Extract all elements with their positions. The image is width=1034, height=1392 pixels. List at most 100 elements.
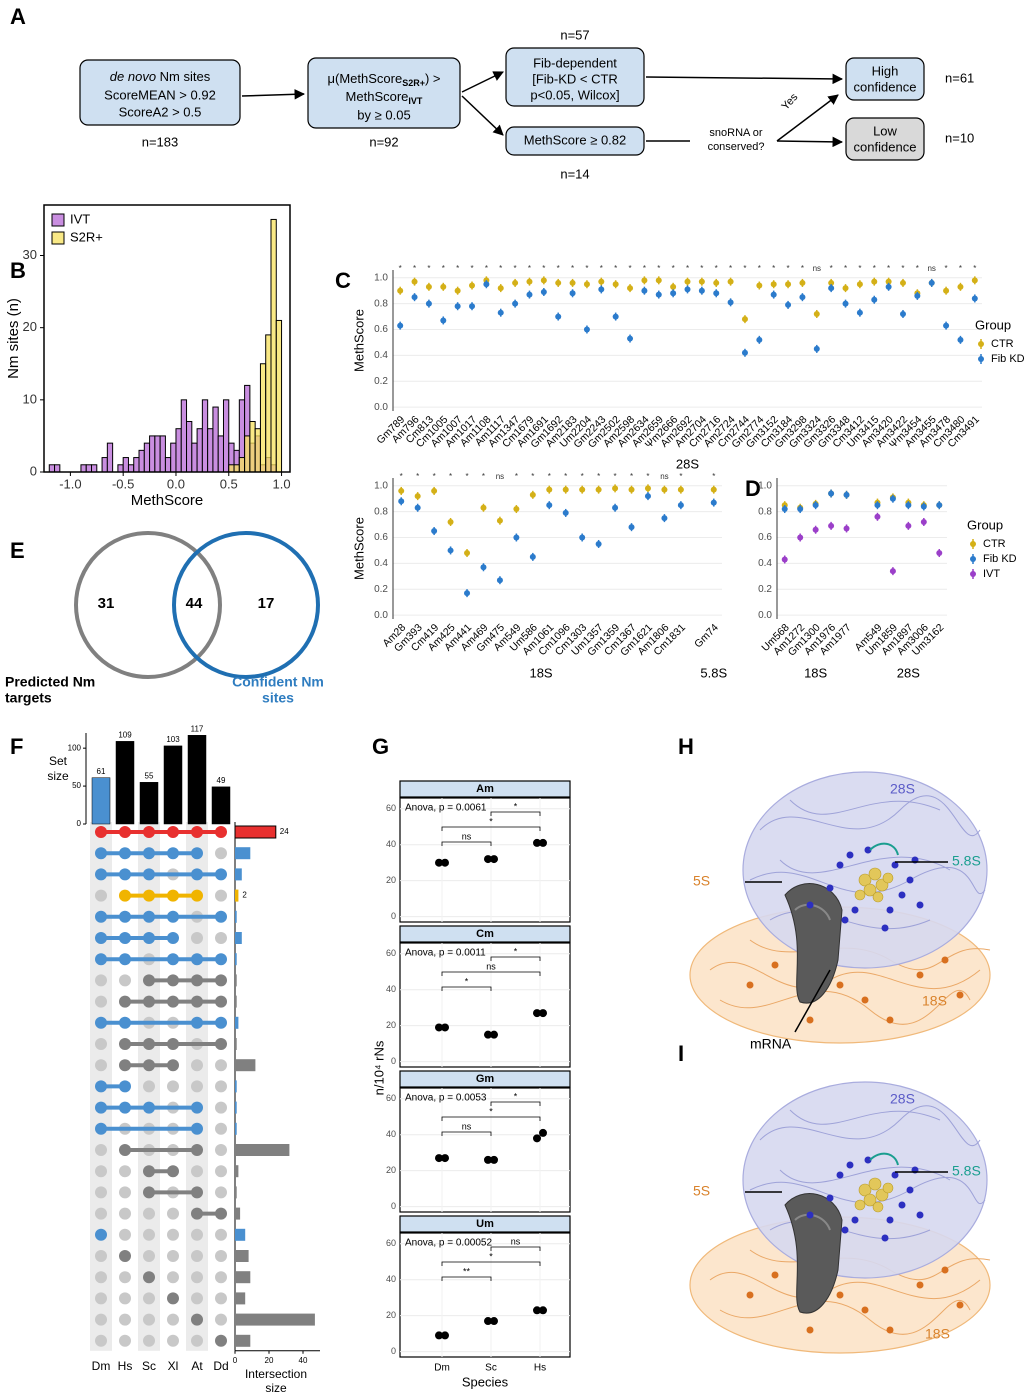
bar-label: 2 — [242, 891, 247, 900]
intersection-bar — [235, 1250, 249, 1262]
dot — [770, 281, 777, 288]
member-dot — [95, 868, 107, 881]
dot — [546, 486, 553, 493]
panel-label: E — [10, 538, 25, 563]
empty-dot — [215, 1186, 227, 1199]
dot — [871, 278, 878, 285]
histogram-bar — [175, 428, 182, 473]
set-name: Sc — [142, 1359, 156, 1373]
dot — [398, 487, 405, 494]
box — [845, 117, 925, 161]
significance: * — [672, 264, 675, 273]
set-name: Dm — [92, 1359, 111, 1373]
dot — [447, 518, 454, 525]
structure-label: 5S — [693, 1183, 710, 1199]
y-tick-label: 60 — [386, 803, 396, 813]
intersection-bar — [235, 847, 251, 860]
histogram-bar — [254, 428, 261, 473]
decision-text: snoRNA or — [709, 127, 763, 139]
member-dot — [215, 1207, 227, 1220]
empty-dot — [215, 932, 227, 944]
member-dot — [119, 1038, 131, 1050]
dot — [569, 290, 576, 297]
dot — [425, 283, 432, 290]
dot — [526, 278, 533, 285]
member-dot — [95, 826, 107, 838]
bar-label: 24 — [280, 827, 289, 836]
venn: 31 44 17 Predicted Nm targets Confident … — [5, 531, 324, 706]
dot — [533, 1009, 541, 1018]
y-tick-label: 0.4 — [374, 558, 388, 569]
empty-dot — [119, 1292, 131, 1305]
significance: * — [557, 264, 560, 273]
significance: * — [901, 264, 904, 273]
x-tick-label: 0.5 — [220, 476, 238, 491]
significance: * — [470, 264, 473, 273]
dot — [914, 292, 921, 299]
dot — [957, 336, 964, 343]
y-tick-label: 0.2 — [758, 584, 772, 595]
dot — [414, 493, 421, 500]
intersection-bar — [235, 868, 242, 881]
significance: * — [571, 264, 574, 273]
venn-circle — [172, 531, 320, 679]
bracket — [441, 1116, 541, 1121]
member-dot — [119, 1080, 131, 1093]
set-size-bar — [163, 745, 183, 825]
x-tick-label: 20 — [265, 1356, 274, 1365]
significance: * — [646, 472, 649, 481]
member-dot — [191, 1101, 203, 1114]
y-tick-label: 0 — [391, 1346, 396, 1356]
member-dot — [95, 847, 107, 860]
dot — [513, 506, 520, 513]
empty-dot — [215, 1228, 227, 1241]
empty-dot — [215, 889, 227, 902]
dot — [513, 534, 520, 541]
dot — [710, 499, 717, 506]
dot — [799, 294, 806, 301]
legend-label: Fib KD — [991, 353, 1025, 365]
legend-swatch — [51, 231, 65, 245]
member-dot — [119, 868, 131, 881]
bar-label: 61 — [97, 767, 106, 776]
pointer — [794, 969, 831, 1033]
member-dot — [119, 889, 131, 902]
dot — [628, 524, 635, 531]
x-tick-label: Sc — [485, 1363, 497, 1374]
empty-dot — [215, 1165, 227, 1178]
histogram-bar — [122, 457, 129, 473]
box-text: Low — [873, 123, 897, 138]
box-text: Fib-dependent — [533, 55, 617, 70]
dot — [871, 296, 878, 303]
member-dot — [167, 826, 179, 838]
member-dot — [167, 953, 179, 966]
venn-count: 31 — [98, 595, 115, 612]
dot — [781, 506, 788, 513]
dot — [670, 290, 677, 297]
structure-label: 5.8S — [952, 853, 981, 869]
dot — [842, 300, 849, 307]
member-dot — [215, 826, 227, 838]
dot — [595, 540, 602, 547]
dot — [741, 349, 748, 356]
empty-dot — [167, 1080, 179, 1093]
legend-symbol — [970, 556, 976, 562]
dot — [539, 1306, 547, 1315]
arrows — [241, 71, 844, 148]
significance: ns — [511, 1236, 521, 1246]
significance: * — [489, 1106, 493, 1116]
dot — [435, 1154, 443, 1163]
dot — [770, 291, 777, 298]
significance: * — [465, 472, 468, 481]
empty-dot — [95, 1250, 107, 1262]
significance: * — [844, 264, 847, 273]
member-dot — [95, 1228, 107, 1241]
dot — [612, 313, 619, 320]
dot — [936, 502, 943, 509]
bracket — [441, 826, 541, 831]
dot — [684, 278, 691, 285]
member-dot — [167, 932, 179, 944]
box-text: High — [872, 63, 899, 78]
empty-dot — [95, 1038, 107, 1050]
